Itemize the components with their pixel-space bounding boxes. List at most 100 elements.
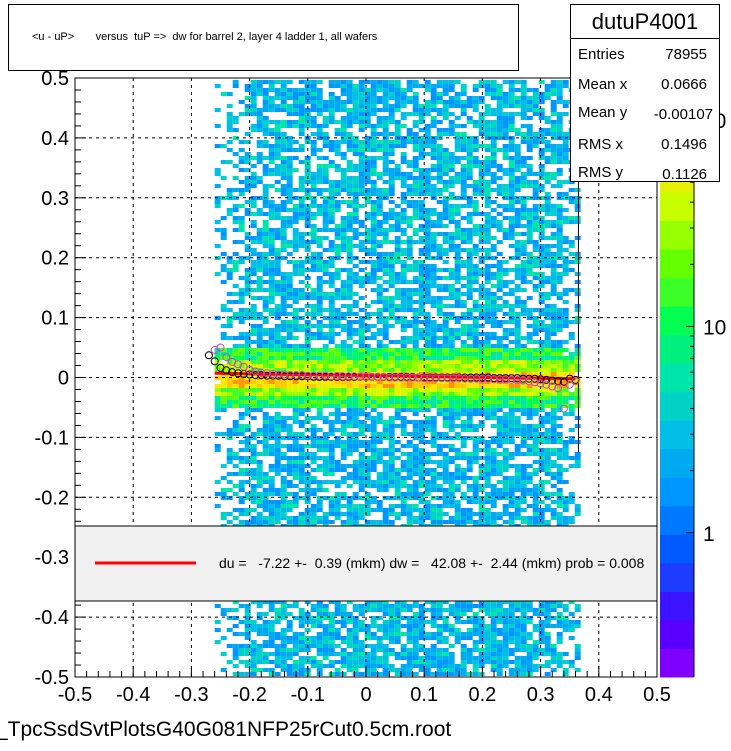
- heatmap-cell: [238, 320, 245, 324]
- heatmap-cell: [484, 264, 491, 268]
- heatmap-cell: [448, 272, 455, 276]
- heatmap-cell: [250, 260, 257, 264]
- heatmap-cell: [460, 276, 467, 280]
- heatmap-cell: [346, 408, 353, 412]
- heatmap-cell: [454, 360, 461, 364]
- heatmap-cell: [280, 516, 287, 520]
- heatmap-cell: [238, 332, 245, 336]
- heatmap-cell: [268, 660, 275, 664]
- heatmap-cell: [340, 356, 347, 360]
- heatmap-cell: [244, 672, 251, 676]
- heatmap-cell: [244, 400, 251, 404]
- heatmap-cell: [280, 276, 287, 280]
- heatmap-cell: [394, 120, 401, 124]
- heatmap-cell: [358, 488, 365, 492]
- heatmap-cell: [238, 424, 245, 428]
- heatmap-cell: [454, 144, 461, 148]
- heatmap-cell: [292, 316, 299, 320]
- heatmap-cell: [244, 604, 251, 608]
- heatmap-cell: [406, 160, 413, 164]
- heatmap-cell: [394, 600, 401, 604]
- heatmap-cell: [232, 220, 239, 224]
- heatmap-cell: [376, 484, 383, 488]
- heatmap-cell: [232, 240, 239, 244]
- heatmap-cell: [430, 324, 437, 328]
- heatmap-cell: [472, 444, 479, 448]
- heatmap-cell: [268, 640, 275, 644]
- heatmap-cell: [442, 344, 449, 348]
- heatmap-cell: [382, 100, 389, 104]
- heatmap-cell: [280, 88, 287, 92]
- heatmap-cell: [316, 264, 323, 268]
- heatmap-cell: [352, 396, 359, 400]
- heatmap-cell: [244, 608, 251, 612]
- heatmap-cell: [364, 80, 371, 84]
- heatmap-cell: [412, 444, 419, 448]
- heatmap-cell: [442, 180, 449, 184]
- heatmap-cell: [310, 200, 317, 204]
- heatmap-cell: [286, 360, 293, 364]
- heatmap-cell: [394, 308, 401, 312]
- heatmap-cell: [310, 480, 317, 484]
- heatmap-cell: [436, 616, 443, 620]
- heatmap-cell: [466, 268, 473, 272]
- heatmap-cell: [310, 424, 317, 428]
- heatmap-cell: [220, 228, 227, 232]
- heatmap-cell: [436, 652, 443, 656]
- heatmap-cell: [358, 476, 365, 480]
- heatmap-cell: [460, 368, 467, 372]
- heatmap-cell: [490, 96, 497, 100]
- heatmap-cell: [472, 360, 479, 364]
- heatmap-cell: [412, 388, 419, 392]
- heatmap-cell: [376, 488, 383, 492]
- heatmap-cell: [292, 168, 299, 172]
- heatmap-cell: [352, 356, 359, 360]
- heatmap-cell: [436, 460, 443, 464]
- heatmap-cell: [316, 80, 323, 84]
- heatmap-cell: [280, 664, 287, 668]
- heatmap-cell: [364, 480, 371, 484]
- heatmap-cell: [298, 412, 305, 416]
- heatmap-cell: [334, 120, 341, 124]
- heatmap-cell: [412, 508, 419, 512]
- heatmap-cell: [376, 156, 383, 160]
- heatmap-cell: [376, 656, 383, 660]
- heatmap-cell: [220, 392, 227, 396]
- heatmap-cell: [490, 620, 497, 624]
- heatmap-cell: [340, 404, 347, 408]
- heatmap-cell: [262, 492, 269, 496]
- heatmap-cell: [298, 204, 305, 208]
- heatmap-cell: [406, 100, 413, 104]
- heatmap-cell: [268, 404, 275, 408]
- heatmap-cell: [448, 360, 455, 364]
- heatmap-cell: [412, 344, 419, 348]
- heatmap-cell: [358, 104, 365, 108]
- heatmap-cell: [274, 600, 281, 604]
- heatmap-cell: [334, 468, 341, 472]
- heatmap-cell: [256, 176, 263, 180]
- heatmap-cell: [478, 504, 485, 508]
- heatmap-cell: [310, 92, 317, 96]
- heatmap-cell: [268, 396, 275, 400]
- heatmap-cell: [358, 92, 365, 96]
- heatmap-cell: [412, 352, 419, 356]
- heatmap-cell: [490, 456, 497, 460]
- heatmap-cell: [394, 204, 401, 208]
- heatmap-cell: [232, 128, 239, 132]
- heatmap-cell: [448, 124, 455, 128]
- heatmap-cell: [316, 600, 323, 604]
- heatmap-cell: [214, 388, 221, 392]
- heatmap-cell: [256, 616, 263, 620]
- heatmap-cell: [466, 284, 473, 288]
- heatmap-cell: [310, 460, 317, 464]
- heatmap-cell: [226, 212, 233, 216]
- heatmap-cell: [280, 324, 287, 328]
- heatmap-cell: [490, 84, 497, 88]
- heatmap-cell: [322, 488, 329, 492]
- heatmap-cell: [262, 332, 269, 336]
- heatmap-cell: [316, 412, 323, 416]
- heatmap-cell: [238, 392, 245, 396]
- heatmap-cell: [418, 112, 425, 116]
- heatmap-cell: [274, 404, 281, 408]
- heatmap-cell: [418, 276, 425, 280]
